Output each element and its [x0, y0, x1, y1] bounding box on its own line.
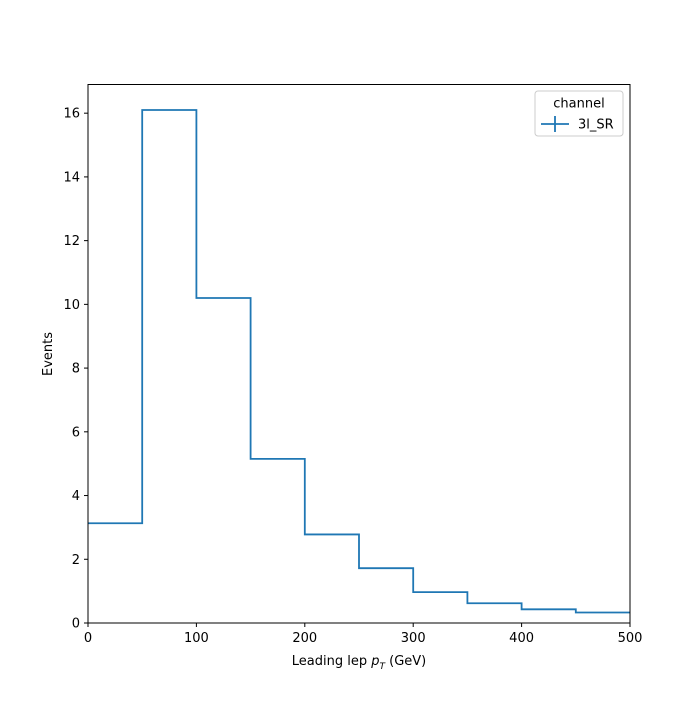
x-tick-label: 200	[292, 631, 317, 646]
y-tick-label: 4	[72, 489, 80, 504]
axes-frame	[87, 84, 631, 624]
x-axis-label: Leading lep pT (GeV)	[292, 654, 426, 672]
series-line-3l-sr	[88, 109, 630, 614]
y-tick-label: 12	[63, 234, 80, 249]
y-tick-label: 8	[72, 362, 80, 377]
x-tick-label: 300	[401, 631, 426, 646]
y-tick-label: 2	[72, 553, 80, 568]
y-tick-label: 14	[63, 170, 80, 185]
y-axis-label: Events	[41, 332, 56, 376]
x-tick-label: 500	[618, 631, 643, 646]
y-tick-label: 6	[72, 425, 80, 440]
legend-marker-3l-sr	[541, 116, 569, 132]
legend-title: channel	[553, 97, 604, 112]
y-tick-label: 10	[63, 298, 80, 313]
y-axis-ticks: 0 2 4 6 8 10 12 14 16	[63, 107, 88, 632]
x-tick-label: 100	[184, 631, 209, 646]
legend: channel 3l_SR	[534, 90, 624, 137]
x-tick-label: 0	[84, 631, 92, 646]
legend-entry-3l-sr: 3l_SR	[578, 118, 614, 133]
y-tick-label: 16	[63, 107, 80, 122]
y-tick-label: 0	[72, 617, 80, 632]
x-tick-label: 400	[509, 631, 534, 646]
x-axis-ticks: 0 100 200 300 400 500	[84, 623, 643, 646]
